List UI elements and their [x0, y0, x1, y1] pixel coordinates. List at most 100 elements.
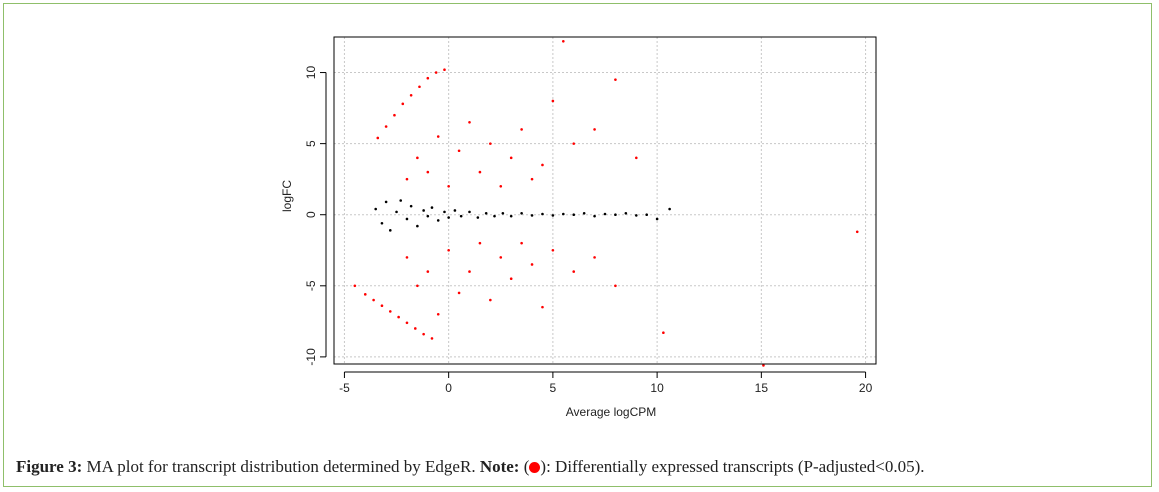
nonsignificant-point	[395, 210, 398, 214]
significant-point	[380, 304, 384, 308]
significant-point	[393, 113, 396, 117]
x-tick-label: 10	[650, 381, 664, 395]
significant-point	[436, 312, 440, 316]
nonsignificant-point	[655, 217, 659, 221]
x-tick-label: 0	[445, 381, 452, 395]
nonsignificant-point	[380, 221, 384, 225]
nonsignificant-point	[416, 224, 419, 228]
significant-point	[551, 99, 555, 103]
significant-point	[541, 163, 544, 167]
nonsignificant-point	[409, 204, 413, 208]
nonsignificant-point	[614, 213, 617, 217]
significant-point	[457, 291, 461, 295]
legend-red-dot-icon	[529, 462, 541, 473]
nonsignificant-point	[645, 213, 648, 217]
y-tick-label: 5	[304, 140, 318, 147]
significant-point	[520, 241, 523, 245]
significant-point	[855, 230, 859, 234]
nonsignificant-point	[426, 214, 430, 218]
nonsignificant-point	[562, 212, 565, 216]
nonsignificant-point	[634, 214, 638, 217]
significant-point	[409, 93, 413, 97]
significant-point	[416, 156, 419, 160]
significant-point	[499, 256, 503, 259]
significant-point	[388, 310, 392, 313]
significant-point	[662, 331, 665, 335]
nonsignificant-point	[603, 212, 607, 216]
nonsignificant-point	[388, 229, 392, 232]
plot-box	[333, 36, 877, 365]
nonsignificant-point	[384, 200, 388, 204]
note-label: Note:	[479, 457, 520, 476]
nonsignificant-point	[572, 213, 576, 217]
significant-point	[405, 177, 409, 181]
caption-text: MA plot for transcript distribution dete…	[82, 457, 480, 476]
figure-frame	[3, 3, 1152, 487]
significant-point	[562, 39, 565, 43]
significant-point	[614, 284, 617, 288]
significant-point	[457, 149, 461, 153]
significant-point	[434, 71, 438, 74]
nonsignificant-point	[399, 199, 403, 202]
nonsignificant-point	[509, 214, 513, 218]
x-tick-label: -5	[339, 381, 350, 395]
significant-point	[426, 76, 430, 80]
significant-point	[372, 298, 375, 302]
significant-point	[572, 142, 576, 145]
nonsignificant-point	[447, 216, 450, 219]
significant-point	[436, 135, 440, 138]
significant-point	[509, 277, 513, 280]
nonsignificant-point	[430, 206, 434, 209]
significant-point	[634, 156, 638, 160]
significant-point	[414, 327, 417, 330]
significant-point	[468, 270, 471, 273]
significant-point	[426, 270, 430, 273]
nonsignificant-point	[468, 210, 471, 214]
significant-point	[430, 337, 434, 340]
significant-point	[401, 102, 405, 106]
significant-point	[405, 256, 409, 259]
nonsignificant-point	[582, 211, 586, 215]
y-tick-label: -10	[304, 348, 318, 366]
nonsignificant-point	[453, 209, 457, 212]
significant-point	[489, 298, 492, 302]
nonsignificant-point	[668, 207, 671, 211]
y-axis-label: logFC	[280, 180, 294, 212]
significant-point	[405, 321, 409, 325]
nonsignificant-point	[459, 214, 463, 218]
nonsignificant-point	[476, 216, 480, 219]
nonsignificant-point	[624, 211, 628, 215]
significant-point	[762, 364, 765, 367]
significant-point	[376, 136, 380, 140]
nonsignificant-point	[484, 211, 488, 215]
note-close: ): Differentially expressed transcripts …	[540, 457, 925, 476]
significant-point	[520, 128, 523, 131]
y-tick-label: 10	[304, 66, 318, 80]
significant-point	[416, 284, 419, 288]
significant-point	[551, 248, 555, 252]
significant-point	[384, 125, 388, 128]
significant-point	[418, 85, 421, 89]
y-tick-label: 0	[304, 211, 318, 218]
plot-axes: -5 0 5 10 15 20 -10 -5 0 5 10	[304, 66, 873, 395]
significant-point	[530, 263, 534, 266]
significant-point	[593, 128, 596, 131]
nonsignificant-point	[593, 214, 596, 218]
significant-point	[572, 270, 576, 273]
significant-point	[489, 142, 492, 145]
x-tick-label: 5	[550, 381, 557, 395]
nonsignificant-point	[493, 214, 496, 218]
significant-point	[363, 293, 367, 296]
significant-point	[422, 332, 425, 336]
significant-point	[499, 184, 503, 188]
significant-point	[353, 284, 357, 288]
significant-point	[593, 256, 596, 259]
significant-point	[530, 177, 534, 181]
significant-point	[478, 170, 482, 174]
nonsignificant-point	[530, 214, 534, 217]
plot-points	[353, 39, 859, 367]
nonsignificant-point	[405, 217, 409, 221]
note-open: (	[519, 457, 530, 476]
nonsignificant-point	[374, 207, 377, 211]
